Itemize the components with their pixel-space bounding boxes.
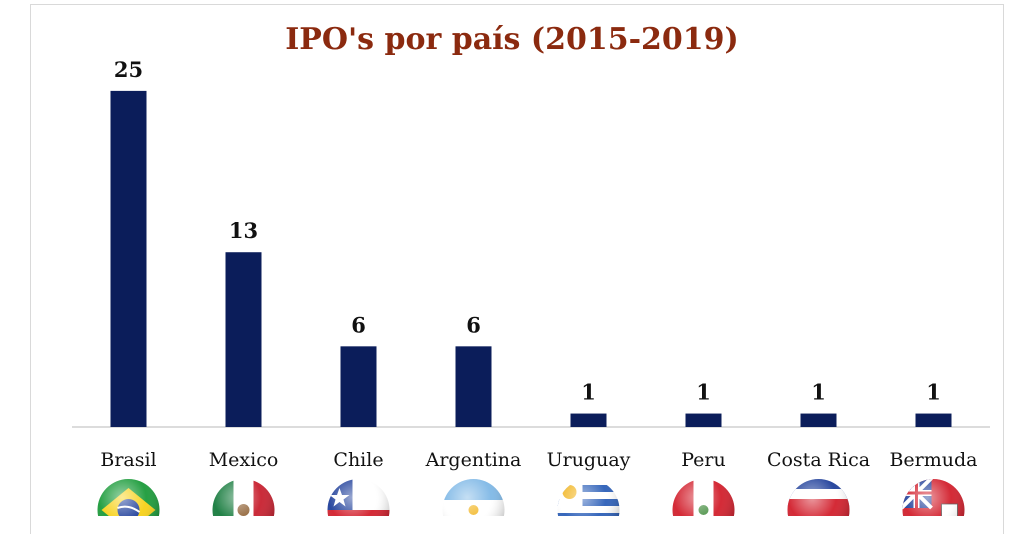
chart-title: IPO's por país (2015-2019) [285, 22, 739, 57]
bar-brasil [110, 90, 147, 427]
data-label-chile: 6 [351, 312, 366, 337]
data-label-uruguay: 1 [581, 380, 596, 405]
tick-label-peru: Peru [681, 449, 726, 471]
bar-costa-rica [800, 413, 837, 427]
mexico-flag-icon [212, 479, 275, 516]
tick-label-argentina: Argentina [425, 449, 522, 471]
data-label-brasil: 25 [114, 57, 143, 82]
tick-label-costa-rica: Costa Rica [767, 449, 870, 471]
peru-flag-icon [672, 479, 735, 516]
argentina-flag-icon [442, 479, 505, 516]
data-label-argentina: 6 [466, 312, 481, 337]
costa-rica-flag-icon [787, 479, 850, 516]
bar-chile [340, 346, 377, 427]
data-label-bermuda: 1 [926, 380, 941, 405]
tick-label-uruguay: Uruguay [547, 449, 631, 471]
chart-frame [30, 4, 1004, 534]
uruguay-flag-icon [557, 479, 620, 516]
data-label-costa-rica: 1 [811, 380, 826, 405]
data-label-peru: 1 [696, 380, 711, 405]
tick-label-brasil: Brasil [100, 449, 156, 471]
data-label-mexico: 13 [229, 218, 258, 243]
tick-label-bermuda: Bermuda [889, 449, 977, 471]
bar-bermuda [915, 413, 952, 427]
bar-uruguay [570, 413, 607, 427]
brazil-flag-icon [97, 479, 160, 516]
bar-mexico [225, 252, 262, 427]
bar-argentina [455, 346, 492, 427]
bar-chart: 25 13 6 6 1 1 1 1 Brasil Mexico Chile Argentina Uru… [72, 57, 990, 516]
tick-label-chile: Chile [333, 449, 383, 471]
bermuda-flag-icon [902, 479, 965, 516]
tick-label-mexico: Mexico [209, 449, 279, 471]
bar-peru [685, 413, 722, 427]
chile-flag-icon [327, 479, 390, 516]
